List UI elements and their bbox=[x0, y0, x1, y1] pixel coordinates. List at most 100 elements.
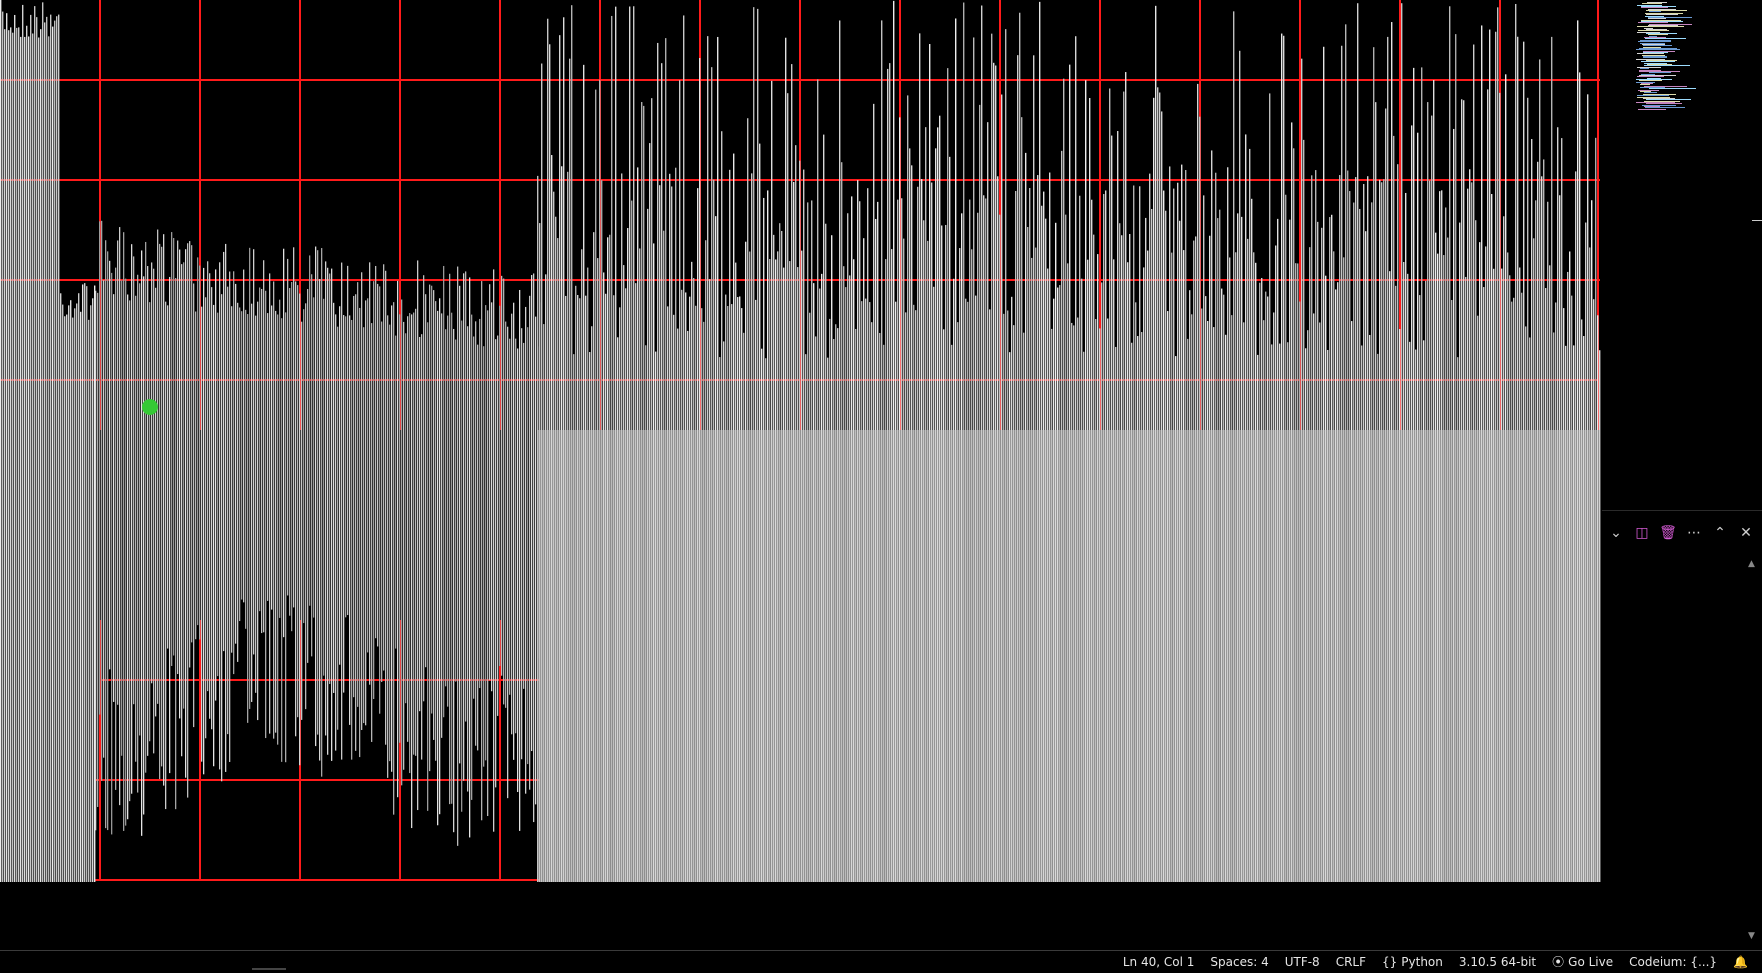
minimap-line bbox=[1641, 61, 1675, 63]
minimap-line bbox=[1636, 78, 1672, 80]
minimap-line bbox=[1644, 27, 1653, 29]
minimap-line bbox=[1642, 3, 1662, 5]
minimap-line bbox=[1638, 22, 1668, 24]
minimap-line bbox=[1638, 108, 1666, 110]
minimap-line bbox=[1644, 62, 1667, 64]
minimap-line bbox=[1637, 95, 1669, 97]
editor-canvas[interactable] bbox=[0, 0, 1602, 882]
minimap-line bbox=[1643, 45, 1672, 47]
maximize-panel-icon[interactable]: ⌃ bbox=[1714, 525, 1726, 541]
minimap-line bbox=[1640, 87, 1665, 89]
minimap-line bbox=[1638, 41, 1671, 43]
minimap-line bbox=[1637, 31, 1660, 33]
lower-fill bbox=[537, 430, 1600, 882]
minimap-line bbox=[1649, 88, 1696, 90]
minimap-line bbox=[1639, 70, 1680, 72]
minimap-line bbox=[1646, 33, 1677, 35]
more-actions-icon[interactable]: ⋯ bbox=[1687, 525, 1701, 541]
minimap-line bbox=[1646, 60, 1677, 62]
cursor-position[interactable]: Ln 40, Col 1 bbox=[1122, 954, 1195, 969]
minimap-line bbox=[1648, 8, 1676, 10]
minimap-line bbox=[1648, 34, 1668, 36]
minimap-line bbox=[1641, 19, 1681, 21]
minimap-line bbox=[1643, 56, 1667, 57]
minimap-line bbox=[1649, 72, 1671, 74]
scroll-down-icon[interactable]: ▼ bbox=[1748, 931, 1755, 941]
minimap-line bbox=[1647, 64, 1672, 66]
minimap-line bbox=[1640, 39, 1671, 41]
minimap-line bbox=[1644, 37, 1666, 39]
minimap-line bbox=[1643, 51, 1668, 53]
minimap-line bbox=[1641, 83, 1653, 84]
minimap-line bbox=[1646, 29, 1667, 30]
minimap-line bbox=[1638, 89, 1659, 91]
codeium-status[interactable]: Codeium: {...} bbox=[1629, 954, 1718, 969]
go-live-button[interactable]: ⦿ Go Live bbox=[1544, 951, 1621, 973]
minimap-line bbox=[1640, 84, 1650, 86]
minimap-line bbox=[1643, 50, 1675, 52]
bell-icon: 🔔 bbox=[1733, 954, 1748, 969]
minimap[interactable] bbox=[1602, 0, 1762, 510]
minimap-line bbox=[1640, 68, 1649, 70]
minimap-line bbox=[1648, 16, 1692, 18]
minimap-line bbox=[1647, 77, 1661, 79]
line-ending[interactable]: CRLF bbox=[1335, 954, 1366, 969]
panel-toolbar: ⌄ ◫ 🗑 ⋯ ⌃ ✕ bbox=[1602, 511, 1762, 555]
close-panel-icon[interactable]: ✕ bbox=[1740, 525, 1752, 541]
minimap-line bbox=[1637, 26, 1684, 28]
status-bar: Ln 40, Col 1 Spaces: 4 UTF-8 CRLF {} Pyt… bbox=[0, 950, 1762, 972]
minimap-line bbox=[1637, 96, 1670, 98]
minimap-line bbox=[1644, 92, 1657, 94]
minimap-line bbox=[1636, 81, 1655, 83]
minimap-line bbox=[1641, 73, 1655, 75]
minimap-line bbox=[1644, 100, 1680, 102]
minimap-line bbox=[1639, 74, 1676, 76]
go-live-label: Go Live bbox=[1568, 954, 1614, 969]
minimap-line bbox=[1646, 103, 1682, 105]
bottom-panel: ⌄ ◫ 🗑 ⋯ ⌃ ✕ ▲ ▼ bbox=[1602, 510, 1762, 951]
minimap-line bbox=[1644, 85, 1687, 87]
minimap-line bbox=[1641, 6, 1676, 8]
minimap-line bbox=[1641, 7, 1668, 9]
minimap-line bbox=[1637, 66, 1661, 68]
minimap-line bbox=[1645, 107, 1685, 109]
scroll-up-icon[interactable]: ▲ bbox=[1748, 559, 1755, 569]
split-editor-icon[interactable]: ◫ bbox=[1635, 525, 1649, 541]
minimap-line bbox=[1648, 18, 1666, 20]
minimap-line bbox=[1638, 30, 1669, 32]
minimap-line bbox=[1642, 43, 1665, 45]
player-marker bbox=[142, 399, 158, 415]
chevron-down-icon[interactable]: ⌄ bbox=[1610, 525, 1622, 541]
minimap-line bbox=[1640, 91, 1651, 93]
minimap-line bbox=[1639, 47, 1677, 49]
minimap-line bbox=[1636, 101, 1675, 103]
minimap-line bbox=[1640, 42, 1665, 44]
trash-icon[interactable]: 🗑 bbox=[1659, 525, 1677, 541]
minimap-line bbox=[1646, 99, 1691, 101]
minimap-line bbox=[1639, 80, 1662, 82]
minimap-line bbox=[1645, 38, 1686, 40]
minimap-line bbox=[1645, 15, 1664, 17]
minimap-line bbox=[1637, 76, 1664, 78]
minimap-line bbox=[1642, 104, 1676, 106]
minimap-line bbox=[1646, 14, 1678, 16]
minimap-line bbox=[1643, 46, 1661, 48]
encoding[interactable]: UTF-8 bbox=[1284, 954, 1320, 969]
minimap-line bbox=[1647, 2, 1667, 3]
minimap-line bbox=[1636, 58, 1665, 60]
minimap-line bbox=[1642, 54, 1665, 56]
minimap-slider[interactable] bbox=[1752, 220, 1762, 221]
minimap-line bbox=[1649, 35, 1657, 37]
language-label: Python bbox=[1401, 954, 1443, 969]
minimap-line bbox=[1645, 12, 1683, 14]
broadcast-icon: ⦿ bbox=[1552, 955, 1565, 969]
notifications-button[interactable]: 🔔 bbox=[1725, 951, 1756, 973]
minimap-line bbox=[1649, 23, 1692, 25]
minimap-line bbox=[1643, 57, 1667, 59]
status-progress-mark bbox=[252, 968, 286, 970]
indentation[interactable]: Spaces: 4 bbox=[1210, 954, 1269, 969]
python-interpreter[interactable]: 3.10.5 64-bit bbox=[1458, 954, 1537, 969]
minimap-line bbox=[1637, 4, 1662, 6]
language-mode[interactable]: {} Python bbox=[1374, 951, 1451, 973]
minimap-line bbox=[1643, 97, 1675, 99]
